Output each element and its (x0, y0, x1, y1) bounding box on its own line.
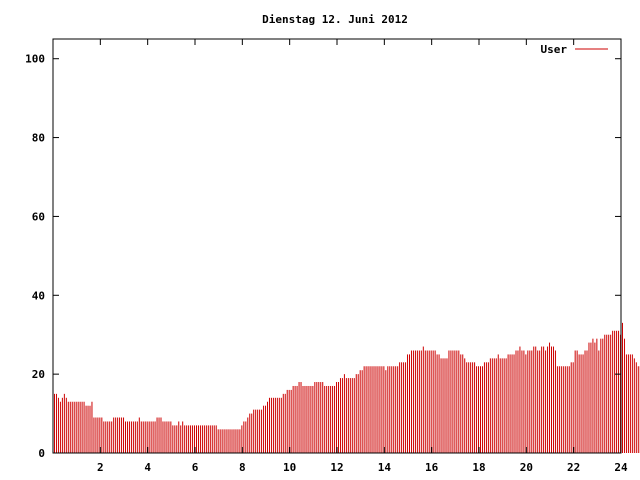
y-tick-label: 0 (38, 447, 45, 460)
x-tick-label: 24 (614, 461, 628, 474)
y-tick-label: 100 (25, 53, 45, 66)
legend: User (541, 43, 608, 56)
x-tick-label: 22 (567, 461, 580, 474)
x-tick-label: 8 (239, 461, 246, 474)
x-tick-label: 16 (425, 461, 439, 474)
x-tick-label: 6 (192, 461, 199, 474)
y-axis: 0 20 40 60 80 100 (25, 53, 621, 460)
x-tick-label: 12 (330, 461, 343, 474)
x-tick-label: 2 (97, 461, 104, 474)
x-tick-label: 4 (144, 461, 151, 474)
chart-title: Dienstag 12. Juni 2012 (262, 13, 408, 26)
y-tick-label: 60 (32, 210, 45, 223)
x-axis: 2 4 6 8 10 12 14 16 18 20 22 24 (97, 39, 628, 474)
x-tick-label: 14 (378, 461, 392, 474)
legend-label: User (541, 43, 568, 56)
y-tick-label: 20 (32, 368, 45, 381)
bar-series (54, 322, 640, 453)
x-tick-label: 20 (520, 461, 533, 474)
y-tick-label: 80 (32, 132, 45, 145)
x-tick-label: 18 (472, 461, 485, 474)
x-tick-label: 10 (283, 461, 296, 474)
y-tick-label: 40 (32, 289, 45, 302)
